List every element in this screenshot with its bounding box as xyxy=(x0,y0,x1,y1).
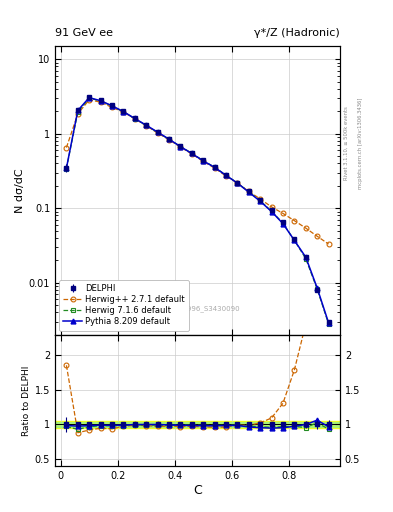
Herwig 7.1.6 default xyxy=(144,122,149,129)
Herwig++ 2.7.1 default xyxy=(144,123,149,129)
Pythia 8.209 default xyxy=(132,115,137,121)
Herwig 7.1.6 default xyxy=(155,130,160,136)
Herwig++ 2.7.1 default xyxy=(269,204,274,210)
Herwig 7.1.6 default xyxy=(167,136,171,142)
Herwig 7.1.6 default xyxy=(246,189,251,195)
Herwig++ 2.7.1 default xyxy=(292,218,297,224)
Text: mcplots.cern.ch [arXiv:1306.3436]: mcplots.cern.ch [arXiv:1306.3436] xyxy=(358,98,363,189)
Herwig 7.1.6 default xyxy=(75,109,80,115)
Herwig 7.1.6 default xyxy=(281,220,285,226)
Line: Pythia 8.209 default: Pythia 8.209 default xyxy=(64,95,331,325)
Herwig++ 2.7.1 default xyxy=(224,173,228,179)
Herwig++ 2.7.1 default xyxy=(235,180,240,186)
Legend: DELPHI, Herwig++ 2.7.1 default, Herwig 7.1.6 default, Pythia 8.209 default: DELPHI, Herwig++ 2.7.1 default, Herwig 7… xyxy=(59,280,189,331)
Herwig++ 2.7.1 default xyxy=(167,137,171,143)
Text: DELPHI_1996_S3430090: DELPHI_1996_S3430090 xyxy=(155,305,240,312)
Herwig++ 2.7.1 default xyxy=(189,151,194,157)
Herwig 7.1.6 default xyxy=(258,198,263,204)
Pythia 8.209 default xyxy=(98,98,103,104)
Pythia 8.209 default xyxy=(292,237,297,243)
Pythia 8.209 default xyxy=(326,319,331,326)
Line: Herwig 7.1.6 default: Herwig 7.1.6 default xyxy=(64,96,331,326)
Pythia 8.209 default xyxy=(87,95,92,101)
Pythia 8.209 default xyxy=(224,172,228,178)
Pythia 8.209 default xyxy=(201,158,206,164)
Pythia 8.209 default xyxy=(269,208,274,215)
Herwig++ 2.7.1 default xyxy=(64,144,69,151)
Herwig 7.1.6 default xyxy=(110,103,114,109)
Herwig 7.1.6 default xyxy=(224,172,228,178)
Herwig 7.1.6 default xyxy=(326,321,331,327)
Pythia 8.209 default xyxy=(303,254,308,260)
Pythia 8.209 default xyxy=(155,129,160,135)
Pythia 8.209 default xyxy=(178,143,183,150)
Herwig++ 2.7.1 default xyxy=(155,130,160,136)
Y-axis label: N dσ/dC: N dσ/dC xyxy=(15,168,25,212)
Herwig++ 2.7.1 default xyxy=(75,111,80,117)
Pythia 8.209 default xyxy=(315,285,320,291)
Herwig++ 2.7.1 default xyxy=(258,196,263,202)
Pythia 8.209 default xyxy=(167,136,171,142)
Herwig 7.1.6 default xyxy=(87,95,92,101)
Pythia 8.209 default xyxy=(121,109,126,115)
Herwig++ 2.7.1 default xyxy=(303,225,308,231)
Text: Rivet 3.1.10, ≥ 500k events: Rivet 3.1.10, ≥ 500k events xyxy=(344,106,349,180)
Pythia 8.209 default xyxy=(246,189,251,195)
Herwig 7.1.6 default xyxy=(178,143,183,150)
Herwig 7.1.6 default xyxy=(292,237,297,243)
X-axis label: C: C xyxy=(193,483,202,497)
Herwig 7.1.6 default xyxy=(132,116,137,122)
Line: Herwig++ 2.7.1 default: Herwig++ 2.7.1 default xyxy=(64,97,331,246)
Herwig++ 2.7.1 default xyxy=(281,210,285,217)
Pythia 8.209 default xyxy=(64,165,69,171)
Herwig++ 2.7.1 default xyxy=(212,165,217,171)
Herwig 7.1.6 default xyxy=(98,98,103,104)
Herwig++ 2.7.1 default xyxy=(110,104,114,111)
Herwig++ 2.7.1 default xyxy=(98,99,103,105)
Herwig++ 2.7.1 default xyxy=(178,144,183,150)
Herwig++ 2.7.1 default xyxy=(87,97,92,103)
Pythia 8.209 default xyxy=(212,164,217,170)
Herwig 7.1.6 default xyxy=(189,150,194,156)
Herwig++ 2.7.1 default xyxy=(246,188,251,195)
Pythia 8.209 default xyxy=(110,103,114,109)
Herwig 7.1.6 default xyxy=(64,165,69,172)
Herwig 7.1.6 default xyxy=(235,180,240,186)
Herwig 7.1.6 default xyxy=(201,158,206,164)
Herwig 7.1.6 default xyxy=(303,255,308,262)
Pythia 8.209 default xyxy=(258,198,263,204)
Herwig++ 2.7.1 default xyxy=(132,116,137,122)
Pythia 8.209 default xyxy=(235,180,240,186)
Herwig++ 2.7.1 default xyxy=(326,241,331,247)
Y-axis label: Ratio to DELPHI: Ratio to DELPHI xyxy=(22,365,31,436)
Pythia 8.209 default xyxy=(281,221,285,227)
Pythia 8.209 default xyxy=(189,151,194,157)
Herwig++ 2.7.1 default xyxy=(121,109,126,115)
Text: γ*/Z (Hadronic): γ*/Z (Hadronic) xyxy=(254,28,340,38)
Herwig 7.1.6 default xyxy=(212,164,217,170)
Pythia 8.209 default xyxy=(75,108,80,114)
Pythia 8.209 default xyxy=(144,122,149,129)
Herwig 7.1.6 default xyxy=(269,208,274,215)
Herwig++ 2.7.1 default xyxy=(201,158,206,164)
Herwig++ 2.7.1 default xyxy=(315,233,320,239)
Herwig 7.1.6 default xyxy=(121,109,126,115)
Text: 91 GeV ee: 91 GeV ee xyxy=(55,28,113,38)
Herwig 7.1.6 default xyxy=(315,286,320,292)
